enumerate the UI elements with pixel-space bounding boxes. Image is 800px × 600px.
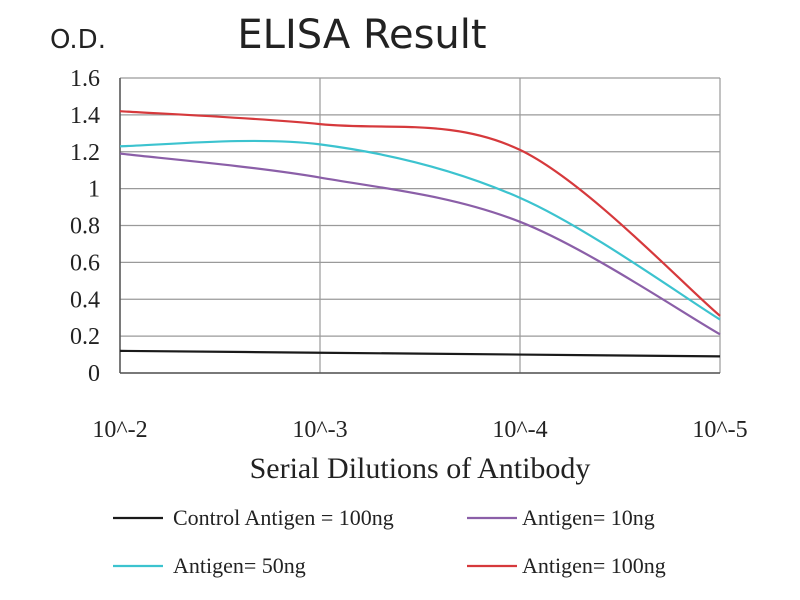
x-tick-label: 10^-5 <box>692 417 747 443</box>
y-tick-label: 0.6 <box>70 250 100 276</box>
y-axis-label: O.D. <box>50 25 106 55</box>
y-tick-label: 0.4 <box>70 287 100 313</box>
legend: Control Antigen = 100ng Antigen= 10ng Anti… <box>113 505 666 578</box>
y-tick-label: 1.2 <box>70 140 100 166</box>
x-tick-label: 10^-3 <box>292 417 347 443</box>
legend-label: Antigen= 10ng <box>522 505 655 530</box>
y-tick-labels: 0 0.2 0.4 0.6 0.8 1 1.2 1.4 1.6 <box>70 66 100 387</box>
y-tick-label: 0.8 <box>70 214 100 240</box>
y-tick-label: 1.6 <box>70 66 100 92</box>
grid <box>119 77 721 374</box>
x-tick-label: 10^-2 <box>92 417 147 443</box>
y-tick-label: 0.2 <box>70 324 100 350</box>
legend-label: Control Antigen = 100ng <box>173 505 394 530</box>
x-axis-label: Serial Dilutions of Antibody <box>250 452 591 485</box>
legend-label: Antigen= 100ng <box>522 553 666 578</box>
legend-label: Antigen= 50ng <box>173 553 306 578</box>
series-line <box>119 349 721 358</box>
series-lines <box>119 110 721 358</box>
series-line <box>119 152 721 336</box>
chart-title: ELISA Result <box>237 12 486 58</box>
y-tick-label: 1 <box>88 177 100 203</box>
x-tick-label: 10^-4 <box>492 417 547 443</box>
series-line <box>119 110 721 317</box>
x-tick-labels: 10^-2 10^-3 10^-4 10^-5 <box>92 417 747 443</box>
series-line <box>119 139 721 321</box>
y-tick-label: 1.4 <box>70 103 100 129</box>
y-tick-label: 0 <box>88 361 100 387</box>
